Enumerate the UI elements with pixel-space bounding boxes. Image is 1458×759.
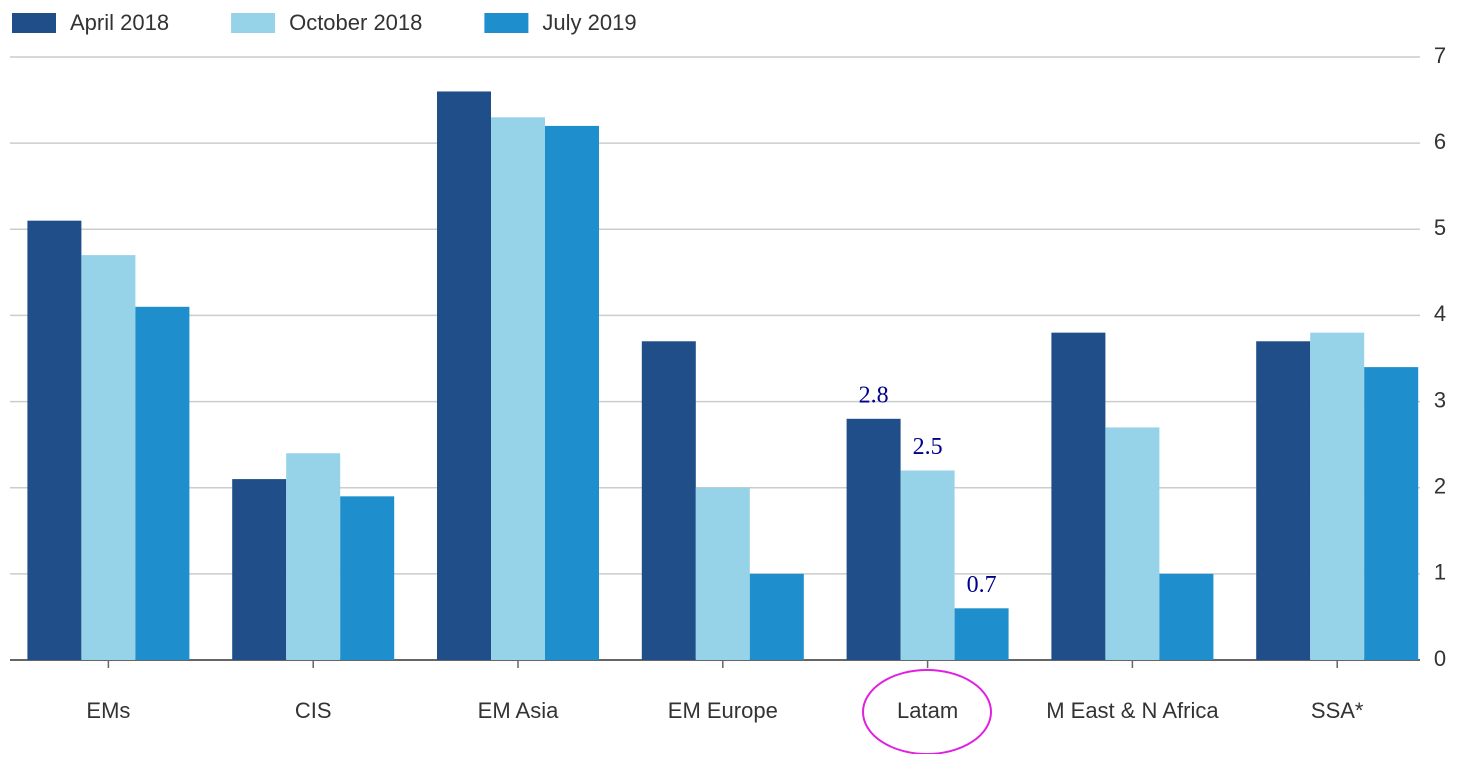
y-tick-label: 7	[1434, 43, 1446, 68]
legend-swatch	[231, 13, 276, 33]
bar	[545, 125, 599, 660]
bar	[340, 496, 395, 660]
legend-label: July 2019	[542, 10, 636, 35]
bar	[954, 608, 1009, 660]
bar	[437, 91, 491, 660]
x-tick-label: M East & N Africa	[1046, 698, 1219, 723]
y-tick-label: 5	[1434, 215, 1446, 240]
y-tick-label: 2	[1434, 474, 1446, 499]
x-tick-label: CIS	[295, 698, 332, 723]
x-tick-label: EM Europe	[668, 698, 778, 723]
bar	[286, 453, 341, 660]
bar	[846, 418, 901, 660]
legend-swatch	[484, 13, 529, 33]
annotation: 2.5	[913, 434, 943, 460]
bar	[81, 255, 136, 660]
bar	[1310, 332, 1365, 660]
legend-swatch	[12, 13, 56, 33]
bar	[1051, 332, 1106, 660]
x-tick-label: EM Asia	[478, 698, 559, 723]
bar	[1159, 573, 1214, 660]
bar	[135, 306, 190, 660]
legend-label: October 2018	[289, 10, 422, 35]
annotation: 2.8	[859, 382, 889, 408]
bar	[232, 479, 287, 660]
bar	[1364, 367, 1419, 660]
bar	[1105, 427, 1160, 660]
bar	[900, 470, 955, 660]
bar	[695, 487, 750, 660]
bar	[641, 341, 696, 660]
x-tick-label: SSA*	[1311, 698, 1364, 723]
legend-label: April 2018	[70, 10, 169, 35]
x-tick-label: EMs	[86, 698, 130, 723]
y-tick-label: 0	[1434, 646, 1446, 671]
y-tick-label: 4	[1434, 301, 1446, 326]
bar	[491, 117, 545, 661]
bar	[749, 573, 804, 660]
annotation: 0.7	[967, 572, 997, 598]
y-tick-label: 1	[1434, 560, 1446, 585]
bar	[1256, 341, 1311, 660]
x-tick-label: Latam	[897, 698, 958, 723]
y-tick-label: 3	[1434, 387, 1446, 412]
bar	[27, 220, 82, 660]
y-tick-label: 6	[1434, 129, 1446, 154]
